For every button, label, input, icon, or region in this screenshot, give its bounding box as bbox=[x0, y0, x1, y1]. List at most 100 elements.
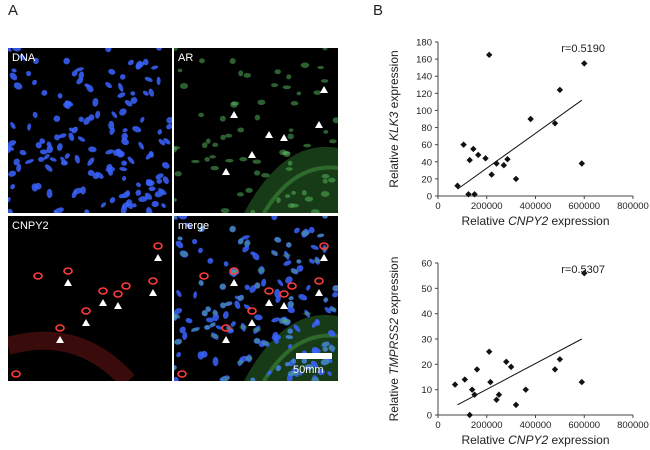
nucleus bbox=[95, 171, 104, 179]
cnpy2-positive-cell bbox=[81, 307, 91, 315]
nucleus bbox=[284, 250, 290, 260]
nucleus bbox=[166, 116, 172, 124]
ar-signal bbox=[252, 327, 262, 332]
nucleus bbox=[304, 364, 314, 370]
ar-signal bbox=[283, 319, 291, 326]
ar-signal bbox=[332, 285, 338, 292]
nucleus bbox=[219, 377, 224, 381]
nucleus bbox=[119, 74, 126, 80]
nucleus bbox=[39, 138, 46, 144]
nucleus bbox=[32, 79, 37, 86]
nucleus bbox=[199, 225, 205, 233]
ar-signal bbox=[291, 190, 296, 195]
micrograph-ar-label: AR bbox=[178, 52, 194, 64]
data-point bbox=[460, 141, 467, 148]
nucleus bbox=[301, 229, 311, 237]
nucleus bbox=[122, 176, 127, 181]
y-tick-label: 180 bbox=[416, 38, 432, 49]
nucleus bbox=[288, 296, 294, 301]
nucleus bbox=[253, 337, 261, 344]
nucleus bbox=[313, 347, 319, 354]
nucleus bbox=[261, 339, 270, 347]
nucleus bbox=[310, 244, 319, 250]
ar-signal bbox=[288, 296, 294, 300]
nucleus bbox=[92, 173, 99, 180]
nucleus bbox=[274, 288, 281, 298]
nucleus bbox=[78, 71, 84, 80]
data-point bbox=[522, 386, 529, 393]
nucleus bbox=[119, 108, 127, 116]
y-tick-label: 50 bbox=[421, 284, 432, 295]
tissue-region bbox=[8, 331, 135, 381]
nucleus bbox=[68, 127, 75, 132]
ar-signal bbox=[320, 359, 330, 365]
nucleus bbox=[212, 313, 220, 322]
nucleus bbox=[156, 76, 161, 86]
ar-signal bbox=[329, 139, 337, 144]
ar-signal bbox=[310, 377, 320, 381]
nucleus bbox=[56, 143, 63, 151]
data-point bbox=[470, 145, 477, 153]
nucleus bbox=[157, 129, 163, 135]
data-point bbox=[556, 86, 564, 94]
nucleus bbox=[240, 322, 246, 332]
ar-signal bbox=[219, 283, 226, 290]
ar-signal bbox=[291, 358, 296, 363]
nucleus bbox=[290, 268, 299, 275]
nucleus bbox=[271, 317, 281, 323]
nucleus bbox=[115, 148, 122, 156]
nucleus bbox=[71, 70, 78, 77]
ar-signal bbox=[282, 318, 291, 323]
nucleus bbox=[131, 203, 137, 208]
micrograph-ar: AR bbox=[174, 48, 338, 213]
cnpy2-positive-cell bbox=[177, 370, 187, 378]
y-tick-label: 20 bbox=[421, 174, 432, 185]
nucleus bbox=[177, 216, 188, 220]
nucleus bbox=[106, 163, 113, 171]
ar-signal bbox=[237, 127, 245, 133]
ar-signal bbox=[301, 189, 307, 196]
nucleus bbox=[27, 123, 31, 131]
trend-line bbox=[457, 338, 583, 406]
ar-signal bbox=[199, 58, 205, 64]
nucleus bbox=[275, 295, 281, 303]
nucleus bbox=[121, 160, 127, 166]
nucleus bbox=[10, 122, 16, 130]
nucleus bbox=[272, 331, 279, 339]
nucleus bbox=[212, 356, 219, 367]
nucleus bbox=[122, 191, 130, 199]
nucleus bbox=[35, 141, 42, 149]
nucleus bbox=[224, 301, 233, 307]
cnpy2-positive-cell bbox=[63, 267, 73, 275]
x-tick-label: 0 bbox=[435, 420, 440, 431]
nucleus bbox=[77, 136, 86, 142]
arrowhead-marker bbox=[265, 299, 273, 306]
ar-signal bbox=[304, 364, 314, 370]
nucleus bbox=[209, 322, 216, 328]
ar-signal bbox=[179, 250, 189, 257]
cnpy2-positive-cell bbox=[229, 267, 239, 275]
ar-signal bbox=[321, 342, 330, 347]
ar-signal bbox=[322, 346, 328, 352]
nucleus bbox=[306, 284, 311, 291]
nucleus bbox=[16, 163, 22, 172]
data-point bbox=[512, 401, 520, 409]
nucleus bbox=[124, 100, 133, 107]
nucleus bbox=[192, 238, 198, 245]
nucleus bbox=[327, 330, 336, 337]
nucleus bbox=[80, 186, 86, 195]
nucleus bbox=[174, 313, 181, 319]
x-tick-label: 200000 bbox=[471, 201, 503, 212]
ar-signal bbox=[284, 362, 291, 367]
nucleus bbox=[11, 48, 22, 52]
ar-signal bbox=[220, 302, 226, 309]
ar-signal bbox=[250, 377, 256, 381]
nucleus bbox=[135, 189, 142, 196]
nucleus bbox=[296, 259, 302, 264]
nucleus bbox=[317, 233, 325, 238]
nucleus bbox=[60, 160, 68, 166]
nucleus bbox=[174, 376, 179, 381]
nucleus bbox=[151, 200, 159, 208]
arrowhead-marker bbox=[230, 279, 238, 286]
nucleus bbox=[26, 70, 32, 77]
